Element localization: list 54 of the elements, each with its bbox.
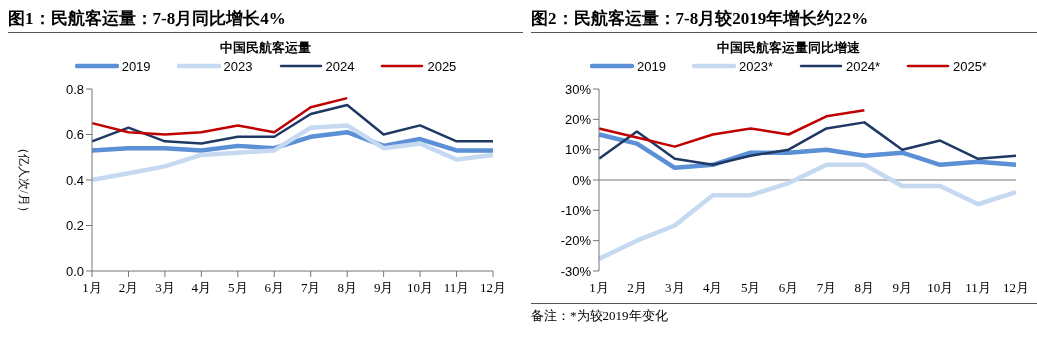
- y-tick-label: 0%: [572, 172, 592, 188]
- x-tick-label: 10月: [407, 280, 434, 296]
- y-tick-label: 0.6: [65, 127, 84, 143]
- x-tick-label: 7月: [816, 280, 837, 296]
- chart-subtitle: 中国民航客运量: [219, 39, 312, 57]
- x-tick-label: 2月: [627, 280, 647, 296]
- chart-title: 图1：民航客运量：7-8月同比增长4%: [8, 8, 523, 33]
- x-tick-label: 1月: [82, 280, 102, 296]
- x-tick-label: 3月: [155, 280, 175, 296]
- x-tick-label: 4月: [702, 280, 723, 296]
- y-tick-label: 0.4: [65, 172, 84, 188]
- y-tick-label: 0.8: [65, 81, 84, 97]
- line-series: [90, 103, 495, 145]
- x-tick-label: 12月: [1003, 280, 1029, 296]
- y-tick-label: 0.2: [65, 218, 84, 234]
- legend-label: 2024: [325, 58, 355, 74]
- y-axis-title: （亿人次/月）: [16, 142, 31, 218]
- x-tick-label: 6月: [778, 280, 799, 296]
- y-tick-label: 30%: [564, 81, 592, 97]
- x-tick-label: 8月: [337, 280, 357, 296]
- y-tick-label: -30%: [560, 263, 592, 279]
- x-tick-label: 9月: [892, 280, 913, 296]
- x-tick-label: 9月: [373, 280, 394, 296]
- x-tick-label: 11月: [443, 280, 470, 296]
- line-series: [90, 96, 349, 136]
- chart-subtitle: 中国民航客运量同比增速: [716, 39, 861, 57]
- legend-label: 2025: [427, 58, 457, 74]
- legend-label: 2023*: [738, 58, 773, 74]
- y-tick-label: 20%: [564, 111, 592, 127]
- legend-label: 2024*: [845, 58, 880, 74]
- line-series: [597, 108, 866, 148]
- x-tick-label: 6月: [264, 280, 285, 296]
- chart-title: 图2：民航客运量：7-8月较2019年增长约22%: [531, 8, 1037, 33]
- x-tick-label: 8月: [854, 280, 875, 296]
- y-tick-label: 0.0: [65, 263, 84, 279]
- x-tick-label: 5月: [740, 280, 761, 296]
- x-tick-label: 3月: [665, 280, 685, 296]
- y-tick-label: 10%: [564, 142, 592, 158]
- y-tick-label: -20%: [560, 233, 592, 249]
- x-tick-label: 11月: [965, 280, 991, 296]
- x-tick-label: 2月: [118, 280, 139, 296]
- line-series: [597, 121, 1018, 167]
- text: 备注：*为较2019年变化: [531, 303, 1037, 325]
- legend-label: 2023: [223, 58, 253, 74]
- legend-label: 2025*: [952, 58, 987, 74]
- legend-label: 2019: [121, 58, 151, 74]
- x-tick-label: 7月: [300, 280, 321, 296]
- x-tick-label: 1月: [589, 280, 609, 296]
- y-tick-label: -10%: [560, 202, 592, 218]
- x-tick-label: 5月: [228, 280, 248, 296]
- x-tick-label: 12月: [480, 280, 506, 296]
- legend-label: 2019: [637, 58, 666, 74]
- x-tick-label: 4月: [191, 280, 212, 296]
- x-tick-label: 10月: [927, 280, 954, 296]
